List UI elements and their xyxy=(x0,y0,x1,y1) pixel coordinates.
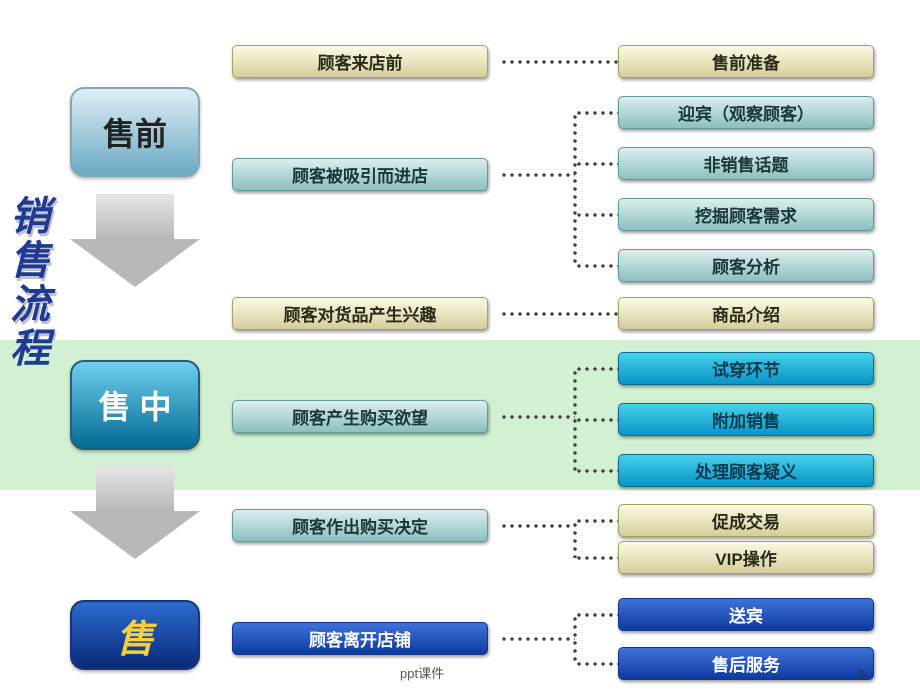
right-box-r3: 非销售话题 xyxy=(618,147,874,180)
right-box-r5: 顾客分析 xyxy=(618,249,874,282)
connector-horizontal xyxy=(575,418,618,422)
phase-mid-label: 售 中 xyxy=(99,382,172,428)
right-box-r7: 试穿环节 xyxy=(618,352,874,385)
right-box-r10: 促成交易 xyxy=(618,504,874,537)
right-box-label: 挖掘顾客需求 xyxy=(695,202,797,227)
right-box-label: 附加销售 xyxy=(712,407,780,432)
connector-horizontal xyxy=(575,519,618,523)
right-box-label: 售后服务 xyxy=(712,651,780,676)
middle-box-label: 顾客作出购买决定 xyxy=(292,513,428,538)
right-box-r13: 售后服务 xyxy=(618,647,874,680)
connector-vertical xyxy=(573,521,577,558)
connector-horizontal xyxy=(500,173,575,177)
middle-box-m1: 顾客来店前 xyxy=(232,45,488,78)
connector-horizontal xyxy=(500,312,618,316)
arrow-mid-to-post xyxy=(70,466,200,566)
connector-horizontal xyxy=(575,556,618,560)
right-box-label: 商品介绍 xyxy=(712,301,780,326)
middle-box-label: 顾客产生购买欲望 xyxy=(292,404,428,429)
middle-box-label: 顾客被吸引而进店 xyxy=(292,162,428,187)
right-box-label: 顾客分析 xyxy=(712,253,780,278)
connector-horizontal xyxy=(575,367,618,371)
middle-box-label: 顾客来店前 xyxy=(318,49,403,74)
middle-box-m2: 顾客被吸引而进店 xyxy=(232,158,488,191)
connector-horizontal xyxy=(575,264,618,268)
connector-horizontal xyxy=(500,60,618,64)
phase-post-label: 售 xyxy=(116,608,154,663)
right-box-label: VIP操作 xyxy=(715,545,776,570)
middle-box-label: 顾客对货品产生兴趣 xyxy=(284,301,437,326)
right-box-label: 试穿环节 xyxy=(712,356,780,381)
phase-post-block: 售 xyxy=(70,600,200,670)
connector-vertical xyxy=(573,113,577,266)
connector-horizontal xyxy=(575,162,618,166)
connector-horizontal xyxy=(500,415,575,419)
right-box-r9: 处理顾客疑义 xyxy=(618,454,874,487)
right-box-r8: 附加销售 xyxy=(618,403,874,436)
phase-pre-label: 售前 xyxy=(103,109,167,155)
right-box-label: 售前准备 xyxy=(712,49,780,74)
connector-horizontal xyxy=(575,613,618,617)
right-box-r4: 挖掘顾客需求 xyxy=(618,198,874,231)
middle-box-m3: 顾客对货品产生兴趣 xyxy=(232,297,488,330)
vertical-title: 销售流程销售流程 xyxy=(0,195,60,371)
right-box-r6: 商品介绍 xyxy=(618,297,874,330)
footer-text: ppt课件 xyxy=(400,663,444,682)
right-box-label: 处理顾客疑义 xyxy=(695,458,797,483)
connector-horizontal xyxy=(500,637,575,641)
right-box-r12: 送宾 xyxy=(618,598,874,631)
page-number: 3 xyxy=(858,667,865,682)
arrow-pre-to-mid xyxy=(70,194,200,294)
connector-horizontal xyxy=(575,111,618,115)
right-box-label: 送宾 xyxy=(729,602,763,627)
right-box-label: 非销售话题 xyxy=(704,151,789,176)
connector-horizontal xyxy=(575,213,618,217)
connector-horizontal xyxy=(575,662,618,666)
right-box-label: 迎宾（观察顾客） xyxy=(678,100,814,125)
connector-horizontal xyxy=(575,469,618,473)
middle-box-m4: 顾客产生购买欲望 xyxy=(232,400,488,433)
connector-vertical xyxy=(573,615,577,664)
right-box-r11: VIP操作 xyxy=(618,541,874,574)
middle-box-label: 顾客离开店铺 xyxy=(309,626,411,651)
right-box-label: 促成交易 xyxy=(712,508,780,533)
right-box-r1: 售前准备 xyxy=(618,45,874,78)
middle-box-m6: 顾客离开店铺 xyxy=(232,622,488,655)
middle-box-m5: 顾客作出购买决定 xyxy=(232,509,488,542)
phase-mid-block: 售 中 xyxy=(70,360,200,450)
phase-pre-block: 售前 xyxy=(70,87,200,177)
connector-horizontal xyxy=(500,524,575,528)
right-box-r2: 迎宾（观察顾客） xyxy=(618,96,874,129)
